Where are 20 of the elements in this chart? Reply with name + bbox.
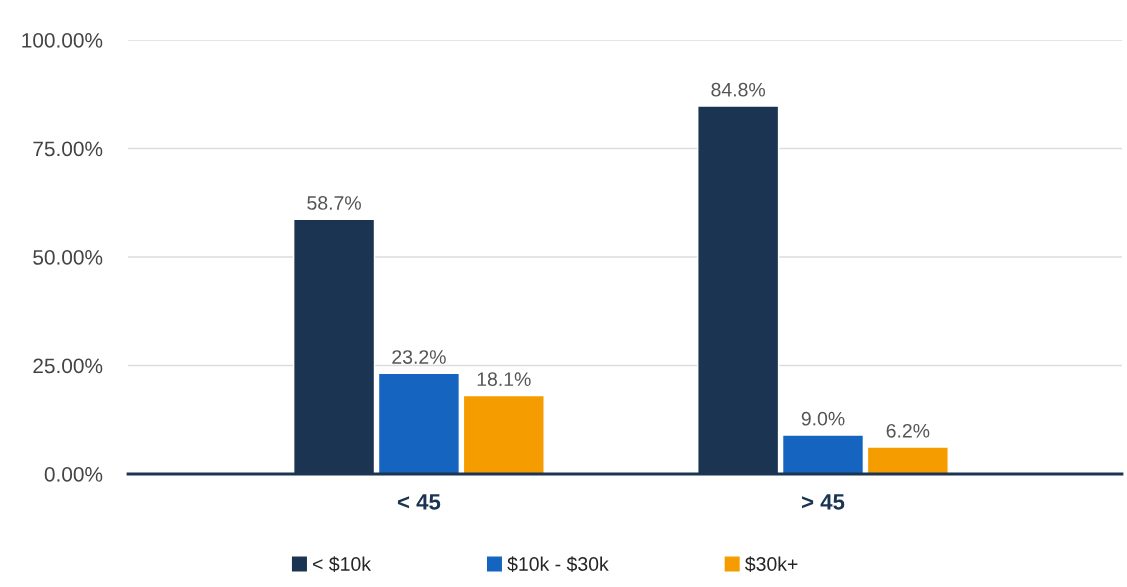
y-tick-label: 100.00%	[22, 33, 103, 48]
bar	[462, 394, 545, 474]
y-tick-label: 50.00%	[33, 250, 103, 265]
x-tick-label: > 45	[801, 494, 845, 510]
data-label: 84.8%	[711, 82, 766, 97]
legend-label: $30k+	[745, 556, 798, 573]
y-tick-label: 25.00%	[33, 358, 103, 374]
legend-label: < $10k	[313, 556, 372, 573]
bar	[377, 372, 461, 474]
data-label: 58.7%	[307, 196, 361, 210]
data-label: 9.0%	[801, 411, 845, 426]
y-tick-label: 75.00%	[33, 141, 103, 157]
legend-label: $10k - $30k	[507, 556, 609, 573]
x-tick-label: < 45	[397, 494, 441, 510]
bar	[781, 434, 865, 474]
y-tick-label: 0.00%	[44, 467, 103, 482]
data-label: 18.1%	[477, 372, 531, 387]
bar	[866, 446, 949, 474]
data-label: 6.2%	[886, 423, 930, 438]
data-label: 23.2%	[392, 350, 446, 364]
